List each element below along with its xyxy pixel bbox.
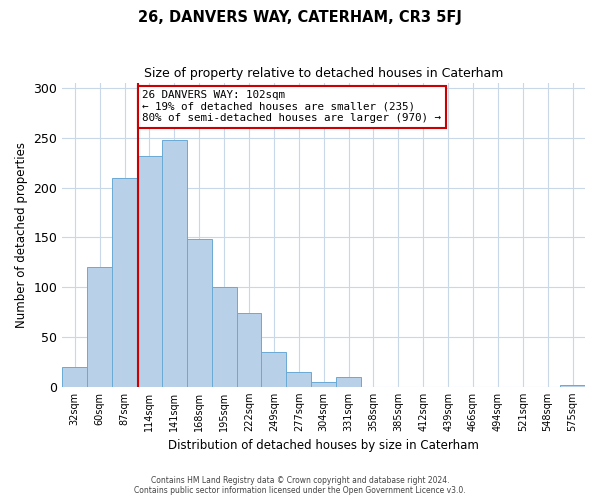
Title: Size of property relative to detached houses in Caterham: Size of property relative to detached ho…: [144, 68, 503, 80]
Bar: [62, 367, 87, 387]
X-axis label: Distribution of detached houses by size in Caterham: Distribution of detached houses by size …: [168, 440, 479, 452]
Y-axis label: Number of detached properties: Number of detached properties: [15, 142, 28, 328]
Bar: [286, 372, 311, 387]
Bar: [137, 156, 162, 387]
Bar: [311, 382, 336, 387]
Text: Contains HM Land Registry data © Crown copyright and database right 2024.
Contai: Contains HM Land Registry data © Crown c…: [134, 476, 466, 495]
Text: 26 DANVERS WAY: 102sqm
← 19% of detached houses are smaller (235)
80% of semi-de: 26 DANVERS WAY: 102sqm ← 19% of detached…: [142, 90, 441, 123]
Bar: [212, 287, 236, 387]
Bar: [262, 352, 286, 387]
Bar: [87, 268, 112, 387]
Bar: [162, 140, 187, 387]
Bar: [236, 313, 262, 387]
Bar: [560, 385, 585, 387]
Bar: [336, 377, 361, 387]
Text: 26, DANVERS WAY, CATERHAM, CR3 5FJ: 26, DANVERS WAY, CATERHAM, CR3 5FJ: [138, 10, 462, 25]
Bar: [187, 240, 212, 387]
Bar: [112, 178, 137, 387]
